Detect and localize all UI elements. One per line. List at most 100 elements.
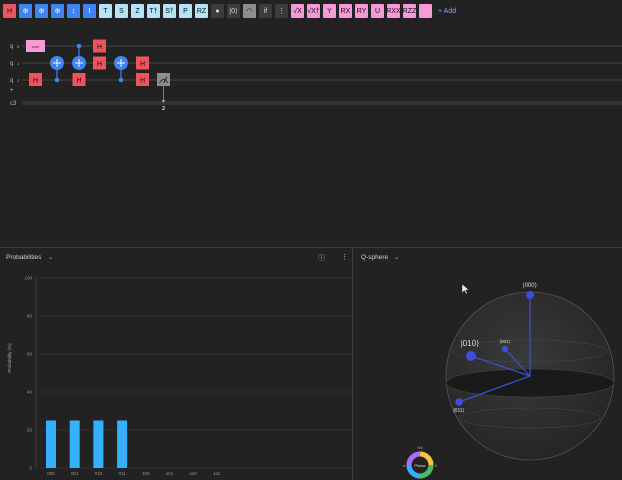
gate-24[interactable]: RXX <box>386 4 401 18</box>
h-gate-label: H <box>33 78 38 85</box>
gate-7[interactable]: S <box>115 4 128 18</box>
gate-13[interactable]: ● <box>211 4 224 18</box>
probabilities-chart: 000 001 010 011 100 101 110 111 0 20 40 60 80 100 Pr… <box>7 276 352 476</box>
cnot-control[interactable] <box>54 77 60 83</box>
add-gate-link[interactable]: + Add <box>438 7 457 15</box>
cnot-control[interactable] <box>76 43 82 49</box>
phase-right-label: 0 <box>435 464 437 468</box>
add-qubit-icon[interactable]: + <box>10 88 14 94</box>
state-label-011: |011⟩ <box>453 408 464 414</box>
gate-15[interactable]: ◠ <box>243 4 256 18</box>
y-tick-label: 80 <box>27 314 33 319</box>
measure-bit-label: 2 <box>162 106 165 112</box>
x-tick-label: 111 <box>213 471 220 476</box>
y-tick-label: 0 <box>29 466 32 471</box>
h-gate[interactable] <box>72 73 86 86</box>
y-tick-label: 20 <box>27 428 33 433</box>
overflow-menu-icon[interactable]: ⋮ <box>341 254 348 261</box>
phase-left-label: π <box>403 464 406 468</box>
bar-010[interactable] <box>93 420 104 469</box>
h-gate-label: H <box>97 44 102 51</box>
gate-8[interactable]: Z <box>131 4 144 18</box>
info-icon[interactable]: ⓘ <box>318 255 325 262</box>
qubit-0-label: q <box>10 44 13 50</box>
qsphere[interactable]: |000⟩ |010⟩ |001⟩ |011⟩ Phase π/2 π 0 <box>353 248 622 480</box>
state-node-000[interactable] <box>526 291 534 299</box>
qubit-2-label: q <box>10 78 13 84</box>
probabilities-dropdown-chevron-icon[interactable]: ⌄ <box>48 255 54 261</box>
h-gate-label: H <box>140 61 145 68</box>
qubit-2-index: 2 <box>17 78 20 83</box>
x-tick-label: 100 <box>142 471 150 476</box>
gate-19[interactable]: √X† <box>307 4 320 18</box>
gate-20[interactable]: Y <box>323 4 336 18</box>
gate-9[interactable]: T† <box>147 4 160 18</box>
qubit-0-index: 0 <box>17 44 20 49</box>
gate-12[interactable]: RZ <box>195 4 208 18</box>
classical-register-label: c3 <box>10 101 17 107</box>
bar-001[interactable] <box>69 420 80 469</box>
qsphere-title: Q-sphere <box>361 254 389 261</box>
x-tick-label: 000 <box>47 471 55 476</box>
gate-14[interactable]: |0⟩ <box>227 4 240 18</box>
gate-toolbar: H ⊕ ⊕ ⊕ ↕ I T S Z T† S† P RZ ● |0⟩ ◠ if ⋮ √X √X† Y RX RY U RXX RZ… <box>0 0 622 22</box>
phase-top-label: π/2 <box>417 446 422 450</box>
gate-25[interactable]: RZZ <box>403 4 416 18</box>
gate-21[interactable]: RX <box>339 4 352 18</box>
h-gate[interactable] <box>136 73 149 86</box>
probabilities-title: Probabilities <box>6 254 42 261</box>
y-tick-label: 100 <box>24 276 32 281</box>
x-tick-label: 110 <box>190 471 198 476</box>
state-node-011[interactable] <box>455 398 463 406</box>
gate-11[interactable]: P <box>179 4 192 18</box>
mouse-cursor-icon <box>461 283 470 295</box>
gate-22[interactable]: RY <box>355 4 368 18</box>
phase-legend: Phase π/2 π 0 <box>403 446 437 479</box>
y-tick-label: 40 <box>27 390 33 395</box>
x-tick-label: 011 <box>119 471 127 476</box>
x-tick-label: 001 <box>71 471 79 476</box>
state-node-001[interactable] <box>501 345 509 353</box>
gate-6[interactable]: T <box>99 4 112 18</box>
gate-0[interactable]: H <box>3 4 16 18</box>
gate-1[interactable]: ⊕ <box>19 4 32 18</box>
gate-23[interactable]: U <box>371 4 384 18</box>
gate-17[interactable]: ⋮ <box>275 4 288 18</box>
state-label-000: |000⟩ <box>523 282 537 289</box>
qubit-1-label: q <box>10 61 13 67</box>
circuit-composer[interactable]: q 0 q 1 q 2 + c3 sure H H H H H H 2 <box>0 30 622 120</box>
meter-icon <box>159 79 168 84</box>
gate-10[interactable]: S† <box>163 4 176 18</box>
state-label-010: |010⟩ <box>461 339 480 348</box>
gate-18[interactable]: √X <box>291 4 304 18</box>
bar-000[interactable] <box>46 420 56 469</box>
h-gate-label: H <box>76 78 81 85</box>
cnot-control[interactable] <box>118 77 124 83</box>
qubit-1-index: 1 <box>17 61 20 66</box>
state-node-010[interactable] <box>466 351 476 361</box>
h-gate[interactable] <box>29 73 42 86</box>
qsphere-dropdown-chevron-icon[interactable]: ⌄ <box>394 255 400 261</box>
phase-label: Phase <box>414 463 426 468</box>
gate-26[interactable] <box>419 4 432 18</box>
h-gate[interactable] <box>93 56 106 70</box>
h-gate-label: H <box>97 61 102 68</box>
h-gate[interactable] <box>136 56 149 70</box>
vertical-divider <box>352 248 353 480</box>
gate-4[interactable]: ↕ <box>67 4 80 18</box>
y-axis-label: Probability (%) <box>7 343 12 373</box>
custom-gate[interactable] <box>26 40 45 52</box>
x-tick-label: 101 <box>166 471 174 476</box>
gate-2[interactable]: ⊕ <box>35 4 48 18</box>
state-label-001: |001⟩ <box>500 339 511 344</box>
y-tick-label: 60 <box>27 352 33 357</box>
panel-divider <box>0 247 622 248</box>
bar-011[interactable] <box>117 420 128 469</box>
gate-5[interactable]: I <box>83 4 96 18</box>
custom-gate-label: sure <box>32 44 41 49</box>
h-gate[interactable] <box>93 39 106 53</box>
gate-3[interactable]: ⊕ <box>51 4 64 18</box>
x-tick-label: 010 <box>95 471 103 476</box>
gate-16[interactable]: if <box>259 4 272 18</box>
h-gate-label: H <box>140 78 145 85</box>
